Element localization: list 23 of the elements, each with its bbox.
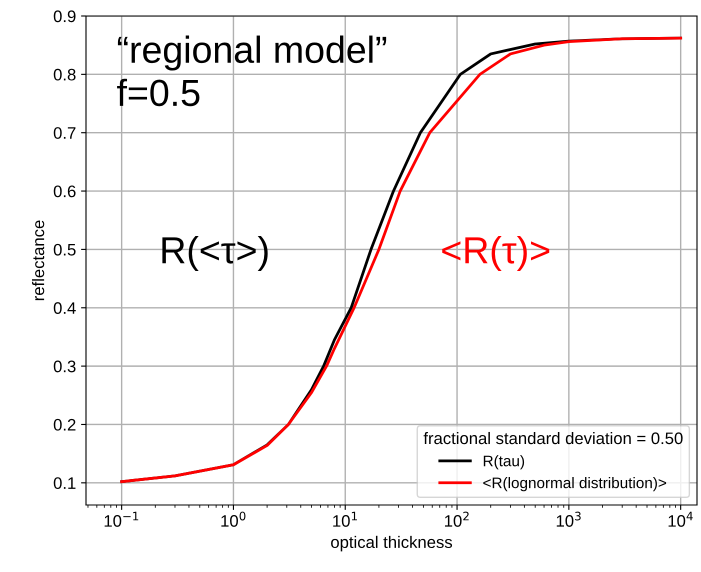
y-tick-label: 0.6: [54, 185, 76, 198]
y-tick-label: 0.9: [54, 10, 76, 22]
legend-title: fractional standard deviation = 0.50: [424, 432, 683, 444]
x-tick-label: 10$^{4}$: [668, 512, 693, 527]
x-tick-label: 10$^{1}$: [333, 512, 357, 527]
y-tick-label: 0.8: [54, 68, 76, 81]
x-tick-label: 10$^{2}$: [444, 512, 469, 527]
annotation: <R(τ)>: [442, 236, 550, 271]
x-tick-label: 10$^{−1}$: [104, 512, 138, 527]
y-tick-label: 0.7: [54, 127, 76, 139]
x-tick-label: 10$^{3}$: [556, 512, 581, 527]
annotation: R(<τ>): [162, 236, 268, 271]
legend-label: <R(lognormal distribution)>: [483, 477, 666, 492]
y-tick-label: 0.3: [54, 360, 76, 372]
y-tick-label: 0.1: [54, 477, 76, 490]
legend-label: R(tau): [484, 455, 524, 470]
y-tick-label: 0.4: [54, 302, 76, 314]
x-axis-title: optical thickness: [331, 536, 452, 552]
y-tick-label: 0.2: [54, 418, 76, 431]
y-axis-title: reflectance: [32, 220, 44, 300]
annotation: “regional model” f=0.5: [117, 36, 386, 106]
y-tick-label: 0.5: [54, 244, 76, 256]
x-tick-label: 10$^{0}$: [221, 512, 246, 527]
